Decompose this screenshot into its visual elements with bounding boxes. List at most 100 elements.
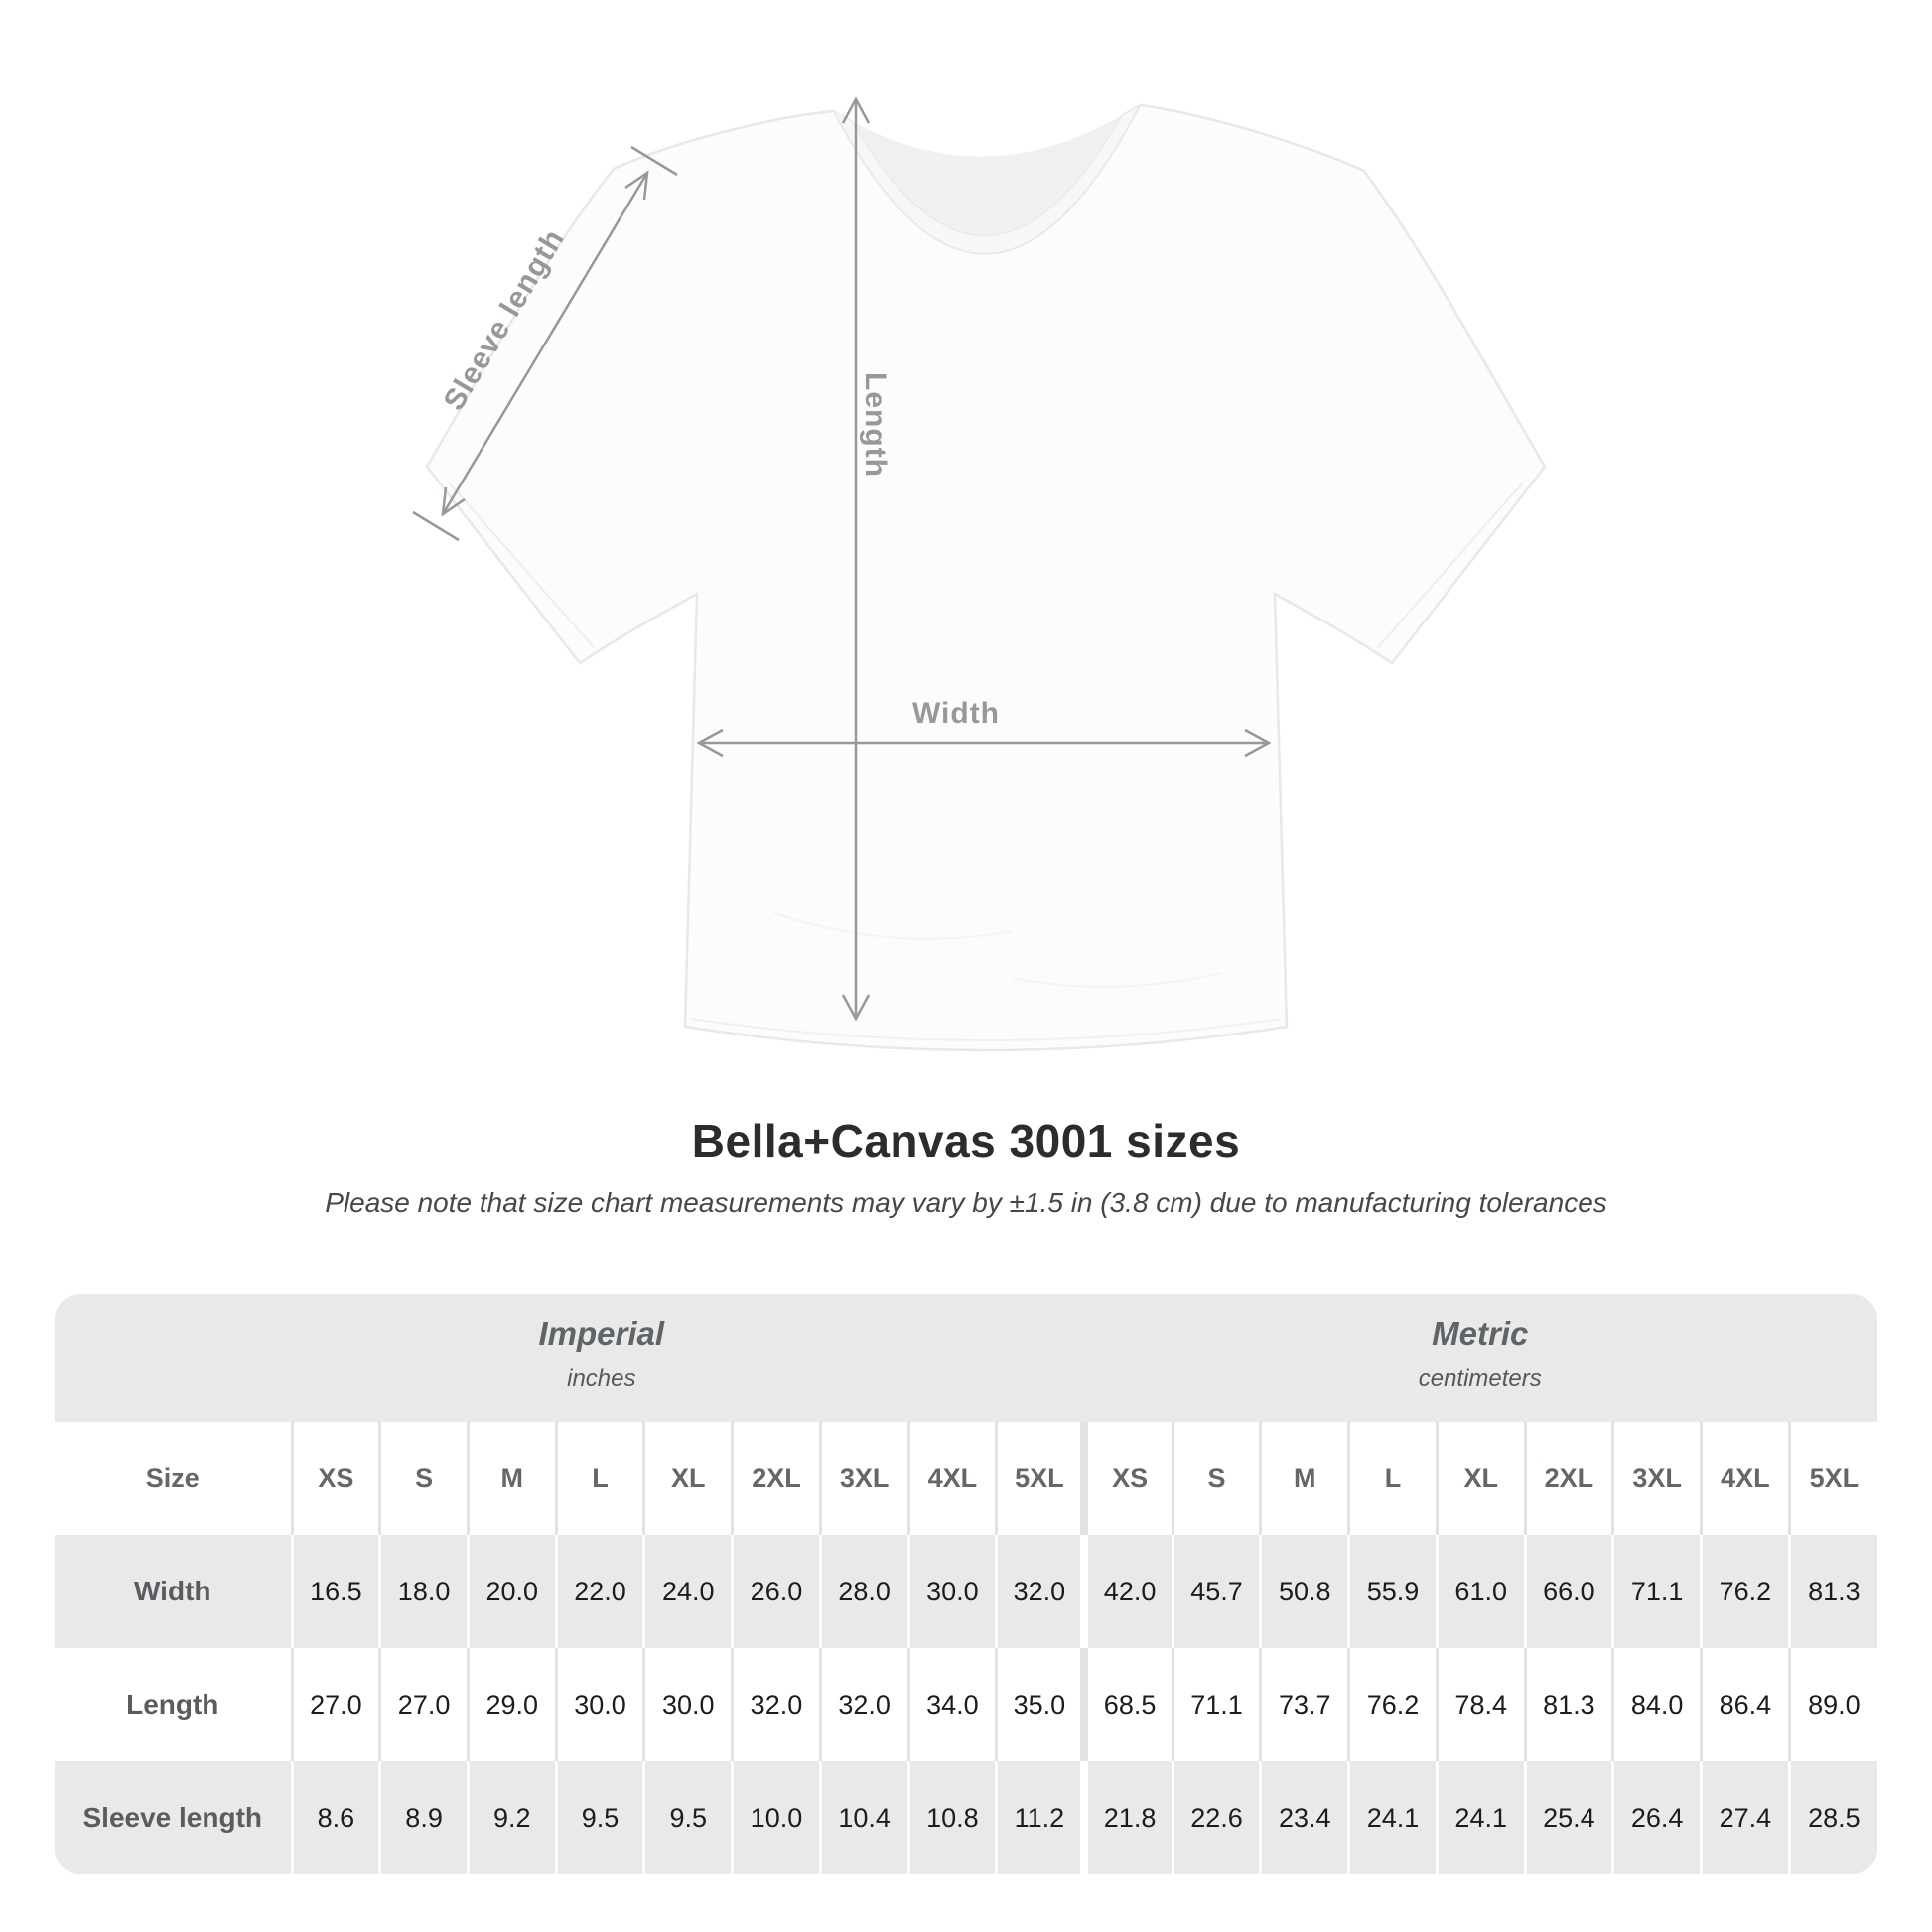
value-cell: 24.1 bbox=[1348, 1761, 1439, 1874]
value-cell: 27.0 bbox=[292, 1648, 382, 1761]
value-cell: 25.4 bbox=[1525, 1761, 1615, 1874]
value-cell: 66.0 bbox=[1525, 1535, 1615, 1648]
sleeve-end-tick-bottom bbox=[412, 510, 460, 542]
tshirt-neckband bbox=[832, 103, 1142, 255]
metric-unit-group: Metric centimeters bbox=[1419, 1315, 1542, 1393]
size-col-header: L bbox=[556, 1422, 646, 1535]
size-col-header: M bbox=[1260, 1422, 1351, 1535]
size-col-header: 4XL bbox=[908, 1422, 999, 1535]
value-cell: 21.8 bbox=[1084, 1761, 1174, 1874]
value-cell: 81.3 bbox=[1808, 1576, 1861, 1606]
value-cell: 34.0 bbox=[908, 1648, 999, 1761]
width-label: Width bbox=[912, 697, 1000, 730]
sleeve-end-tick-top bbox=[630, 145, 678, 177]
value-cell: 32.0 bbox=[732, 1648, 822, 1761]
length-arrowhead-bottom bbox=[841, 994, 871, 1022]
value-cell: 78.4 bbox=[1437, 1648, 1527, 1761]
sleeve-arrowhead-top bbox=[624, 170, 649, 201]
unit-header-band: Imperial inches Metric centimeters bbox=[55, 1294, 1877, 1422]
value-cell: 27.4 bbox=[1701, 1761, 1791, 1874]
value-cell: 30.0 bbox=[908, 1535, 999, 1648]
value-cell: 22.0 bbox=[556, 1535, 646, 1648]
imperial-unit-group: Imperial inches bbox=[539, 1315, 665, 1393]
size-col-header: 4XL bbox=[1701, 1422, 1791, 1535]
value-cell: 10.0 bbox=[732, 1761, 822, 1874]
size-col-header: S bbox=[1173, 1422, 1263, 1535]
size-col-header: M bbox=[468, 1422, 558, 1535]
value-cell: 18.0 bbox=[379, 1535, 470, 1648]
page-subtitle: Please note that size chart measurements… bbox=[325, 1187, 1607, 1218]
value-cell: 24.1 bbox=[1437, 1761, 1527, 1874]
value-cell: 68.5 bbox=[1084, 1648, 1174, 1761]
length-arrowhead-top bbox=[841, 96, 871, 124]
width-row: Width 16.5 18.0 20.0 22.0 24.0 26.0 28.0… bbox=[55, 1535, 1877, 1648]
size-corner-header: Size bbox=[55, 1422, 294, 1535]
tshirt-left-cuff-seam bbox=[448, 482, 595, 648]
value-cell: 9.2 bbox=[468, 1761, 558, 1874]
size-col-header: XS bbox=[1084, 1422, 1174, 1535]
value-cell: 28.0 bbox=[820, 1535, 910, 1648]
value-cell: 10.8 bbox=[908, 1761, 999, 1874]
value-cell: 61.0 bbox=[1437, 1535, 1527, 1648]
size-col-header: L bbox=[1348, 1422, 1439, 1535]
value-cell: 42.0 bbox=[1084, 1535, 1174, 1648]
value-cell: 11.2 bbox=[996, 1761, 1089, 1874]
value-cell: 8.9 bbox=[379, 1761, 470, 1874]
value-cell: 55.9 bbox=[1348, 1535, 1439, 1648]
size-header-row: Size XS S M L XL 2XL 3XL 4XL 5XL XS S M … bbox=[55, 1422, 1877, 1535]
size-col-header: S bbox=[379, 1422, 470, 1535]
value-cell: 50.8 bbox=[1260, 1535, 1351, 1648]
size-col-header: XS bbox=[292, 1422, 382, 1535]
row-label: Sleeve length bbox=[55, 1761, 294, 1874]
size-col-header: XL bbox=[643, 1422, 735, 1535]
value-cell: 76.2 bbox=[1701, 1535, 1791, 1648]
size-col-header: 2XL bbox=[1525, 1422, 1615, 1535]
value-cell: 24.0 bbox=[643, 1535, 735, 1648]
value-cell: 16.5 bbox=[292, 1535, 382, 1648]
value-cell: 32.0 bbox=[820, 1648, 910, 1761]
size-col-header: XL bbox=[1437, 1422, 1527, 1535]
size-col-header: 2XL bbox=[732, 1422, 822, 1535]
value-cell: 84.0 bbox=[1612, 1648, 1703, 1761]
value-cell: 22.6 bbox=[1173, 1761, 1263, 1874]
width-arrowhead-right bbox=[1244, 728, 1272, 758]
size-table-card: Imperial inches Metric centimeters Size … bbox=[55, 1294, 1877, 1874]
tshirt-wrinkle bbox=[1012, 972, 1222, 988]
sleeve-arrowhead-bottom bbox=[441, 486, 466, 517]
sleeve-dimension-line bbox=[441, 172, 649, 515]
value-cell: 27.0 bbox=[379, 1648, 470, 1761]
size-col-header: 5XL bbox=[1809, 1462, 1860, 1493]
value-cell: 20.0 bbox=[468, 1535, 558, 1648]
value-cell: 8.6 bbox=[292, 1761, 382, 1874]
size-col-header: 3XL bbox=[820, 1422, 910, 1535]
value-cell: 89.0 bbox=[1808, 1689, 1861, 1720]
imperial-unit-label: inches bbox=[567, 1365, 636, 1392]
length-label: Length bbox=[859, 372, 892, 478]
value-cell: 45.7 bbox=[1173, 1535, 1263, 1648]
tshirt-measurement-diagram: Sleeve length Length Width bbox=[412, 96, 1547, 1052]
value-cell: 30.0 bbox=[643, 1648, 735, 1761]
value-cell: 28.5 bbox=[1808, 1802, 1861, 1833]
page-title: Bella+Canvas 3001 sizes bbox=[691, 1115, 1241, 1167]
value-cell: 86.4 bbox=[1701, 1648, 1791, 1761]
value-cell: 9.5 bbox=[556, 1761, 646, 1874]
size-col-header: 3XL bbox=[1612, 1422, 1703, 1535]
value-cell: 26.0 bbox=[732, 1535, 822, 1648]
size-col-header: 5XL bbox=[996, 1422, 1089, 1535]
width-arrowhead-left bbox=[696, 728, 724, 758]
row-label: Width bbox=[55, 1535, 294, 1648]
imperial-label: Imperial bbox=[538, 1315, 665, 1352]
row-label: Length bbox=[55, 1648, 294, 1761]
value-cell: 23.4 bbox=[1260, 1761, 1351, 1874]
sleeve-length-row: Sleeve length 8.6 8.9 9.2 9.5 9.5 10.0 1… bbox=[55, 1761, 1877, 1874]
tshirt-right-cuff-seam bbox=[1377, 482, 1524, 648]
value-cell: 29.0 bbox=[468, 1648, 558, 1761]
value-cell: 76.2 bbox=[1348, 1648, 1439, 1761]
value-cell: 9.5 bbox=[643, 1761, 735, 1874]
tshirt-neck-opening bbox=[852, 115, 1122, 236]
value-cell: 35.0 bbox=[996, 1648, 1089, 1761]
metric-unit-label: centimeters bbox=[1418, 1365, 1542, 1392]
value-cell: 71.1 bbox=[1612, 1535, 1703, 1648]
value-cell: 26.4 bbox=[1612, 1761, 1703, 1874]
